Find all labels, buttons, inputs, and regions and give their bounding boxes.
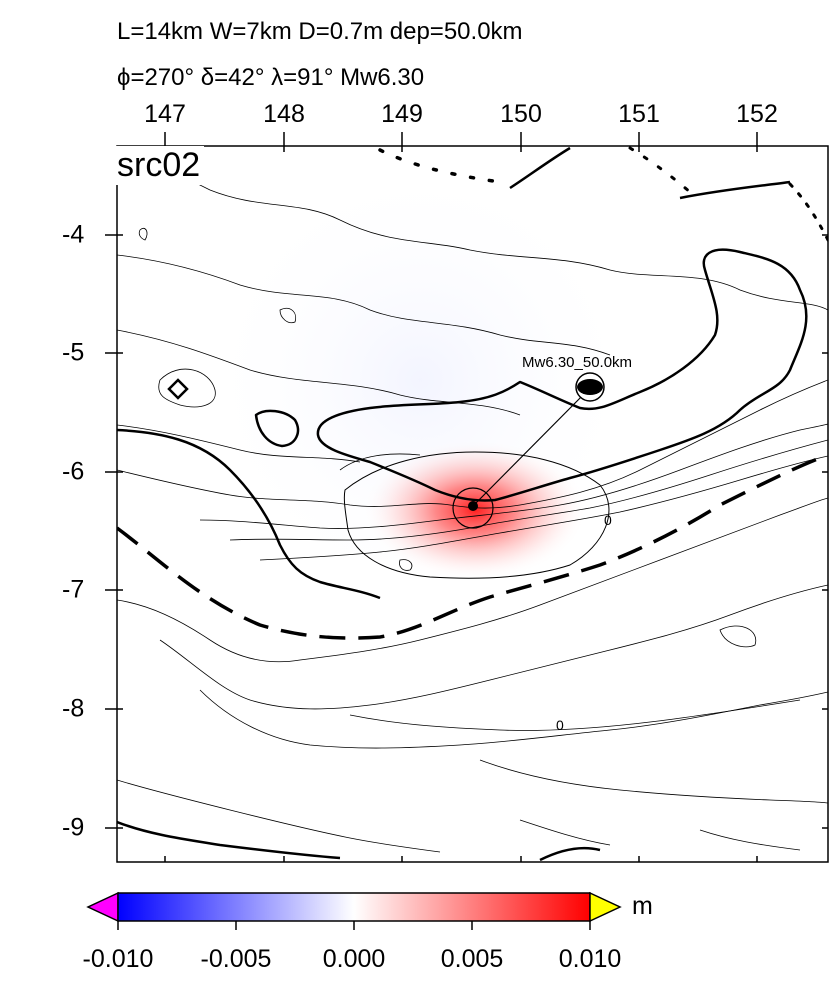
colorbar-unit-label: m xyxy=(632,892,653,920)
colorbar xyxy=(86,891,622,930)
colorbar-tick-label: 0.005 xyxy=(440,945,504,973)
dotted-boundary xyxy=(628,146,692,194)
lon-tick-label: 149 xyxy=(381,100,423,128)
lon-tick-label: 151 xyxy=(618,100,660,128)
lon-tick-label: 152 xyxy=(736,100,778,128)
colorbar-tick-label: 0.010 xyxy=(558,945,622,973)
lat-tick-label: -4 xyxy=(62,220,85,249)
lon-tick-label: 150 xyxy=(500,100,542,128)
beachball-leader-line xyxy=(472,387,591,507)
lon-tick-label: 148 xyxy=(263,100,305,128)
colorbar-gradient xyxy=(117,892,591,922)
contour-label: 0 xyxy=(556,717,564,733)
contour-label: 0 xyxy=(604,512,612,528)
colorbar-tick-label: -0.010 xyxy=(82,945,154,973)
bathymetry-contours xyxy=(117,151,828,853)
fault-patch-circle xyxy=(452,487,494,529)
lat-tick-label: -5 xyxy=(62,338,85,367)
lat-tick-label: -9 xyxy=(62,813,85,842)
dotted-boundary xyxy=(378,148,502,184)
lon-tick-label: 147 xyxy=(144,100,186,128)
trench-line xyxy=(117,453,828,640)
beachball-icon xyxy=(575,372,605,402)
colorbar-under-triangle xyxy=(86,891,119,923)
map-area: 0 0 Mw6.30_50.0km xyxy=(117,146,828,862)
lat-tick-label: -8 xyxy=(62,694,85,723)
map-frame xyxy=(116,145,829,863)
lat-tick-label: -7 xyxy=(62,575,85,604)
top-axis-ticks xyxy=(105,132,758,829)
zero-contour xyxy=(343,451,610,579)
lat-tick-label: -6 xyxy=(62,457,85,486)
title-source-parameters: L=14km W=7km D=0.7m dep=50.0km xyxy=(117,18,523,45)
diamond-marker xyxy=(167,378,189,400)
colorbar-over-triangle xyxy=(589,891,622,923)
colorbar-tick-label: 0.000 xyxy=(322,945,386,973)
coastlines xyxy=(117,146,808,862)
source-id-label: src02 xyxy=(113,146,205,185)
title-focal-mechanism: ϕ=270° δ=42° λ=91° Mw6.30 xyxy=(117,64,425,91)
event-label: Mw6.30_50.0km xyxy=(522,354,632,371)
colorbar-tick-label: -0.005 xyxy=(200,945,272,973)
